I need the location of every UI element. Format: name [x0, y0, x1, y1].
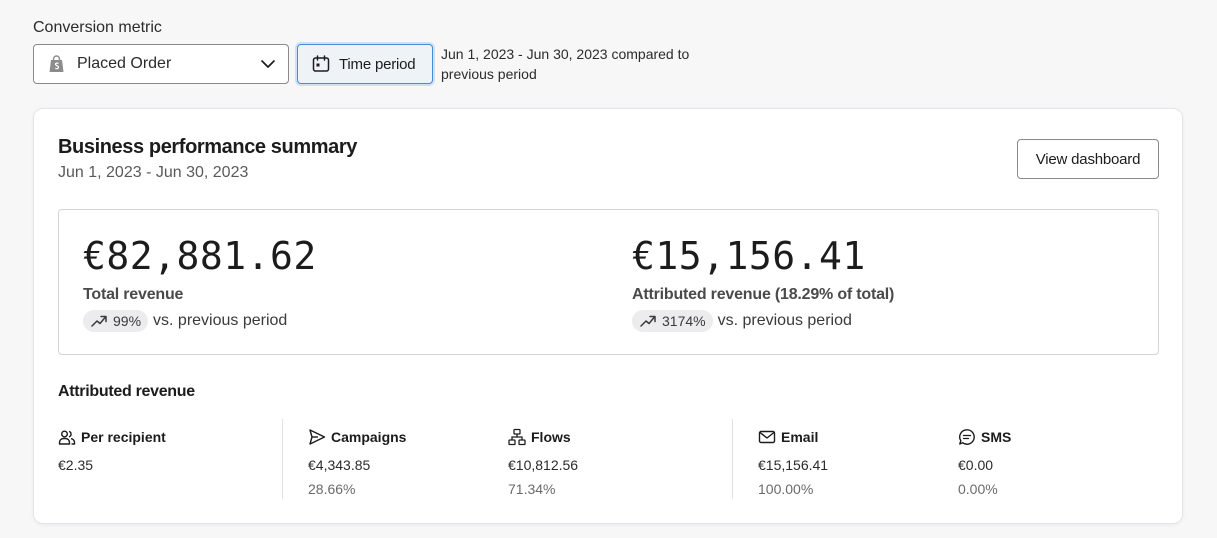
mail-icon: [758, 430, 776, 444]
campaigns-stat: Campaigns €4,343.85 28.66%: [308, 427, 406, 497]
attributed-revenue-value: €15,156.41: [632, 234, 866, 278]
attributed-revenue-label: Attributed revenue (18.29% of total): [632, 286, 895, 303]
total-revenue-change: 99%: [113, 313, 142, 329]
per-recipient-value: €2.35: [58, 457, 94, 473]
trend-up-icon: [640, 315, 656, 327]
campaigns-value: €4,343.85: [308, 457, 371, 473]
divider: [282, 419, 283, 499]
flow-icon: [508, 428, 526, 446]
flows-label: Flows: [531, 429, 571, 445]
conversion-metric-value: Placed Order: [77, 55, 172, 72]
attributed-revenue-title: Attributed revenue: [58, 383, 195, 400]
business-performance-card: Business performance summary Jun 1, 2023…: [33, 108, 1183, 524]
total-revenue-vs-label: vs. previous period: [153, 312, 288, 329]
campaigns-label: Campaigns: [331, 429, 407, 445]
card-title: Business performance summary: [58, 136, 357, 158]
divider: [732, 419, 733, 499]
total-revenue-change-badge: 99%: [83, 310, 149, 332]
email-stat: Email €15,156.41 100.00%: [758, 427, 828, 497]
view-dashboard-button[interactable]: View dashboard: [1017, 139, 1159, 179]
revenue-totals-panel: €82,881.62 Total revenue 99% vs. previou…: [58, 209, 1159, 355]
sms-stat: SMS €0.00 0.00%: [958, 427, 1011, 497]
conversion-metric-label: Conversion metric: [33, 19, 162, 36]
time-period-button[interactable]: Time period: [297, 44, 433, 84]
people-icon: [58, 430, 76, 445]
card-date-range: Jun 1, 2023 - Jun 30, 2023: [58, 164, 249, 181]
sms-icon: [959, 429, 975, 445]
conversion-metric-select[interactable]: Placed Order: [33, 44, 289, 84]
per-recipient-label: Per recipient: [81, 429, 166, 445]
calendar-icon: [312, 55, 330, 72]
trend-up-icon: [91, 315, 107, 327]
sms-label: SMS: [981, 429, 1012, 445]
shopify-bag-icon: [49, 55, 64, 72]
flows-stat: Flows €10,812.56 71.34%: [508, 427, 578, 497]
send-icon: [309, 429, 326, 445]
attributed-revenue-vs-label: vs. previous period: [717, 312, 852, 329]
per-recipient-stat: Per recipient €2.35: [58, 427, 166, 473]
date-range-note: Jun 1, 2023 - Jun 30, 2023 compared to p…: [441, 46, 690, 82]
chevron-down-icon: [261, 60, 275, 68]
total-revenue-block: €82,881.62 Total revenue 99% vs. previou…: [83, 234, 317, 332]
total-revenue-label: Total revenue: [83, 286, 184, 303]
attributed-revenue-change: 3174%: [662, 313, 706, 329]
attributed-revenue-block: €15,156.41 Attributed revenue (18.29% of…: [632, 234, 894, 332]
sms-percent: 0.00%: [958, 481, 998, 497]
email-percent: 100.00%: [758, 481, 814, 497]
email-label: Email: [781, 429, 819, 445]
sms-value: €0.00: [958, 457, 994, 473]
campaigns-percent: 28.66%: [308, 481, 356, 497]
email-value: €15,156.41: [758, 457, 829, 473]
flows-value: €10,812.56: [508, 457, 579, 473]
time-period-label: Time period: [339, 55, 416, 73]
flows-percent: 71.34%: [508, 481, 556, 497]
attributed-revenue-change-badge: 3174%: [632, 310, 713, 332]
total-revenue-value: €82,881.62: [83, 234, 317, 278]
